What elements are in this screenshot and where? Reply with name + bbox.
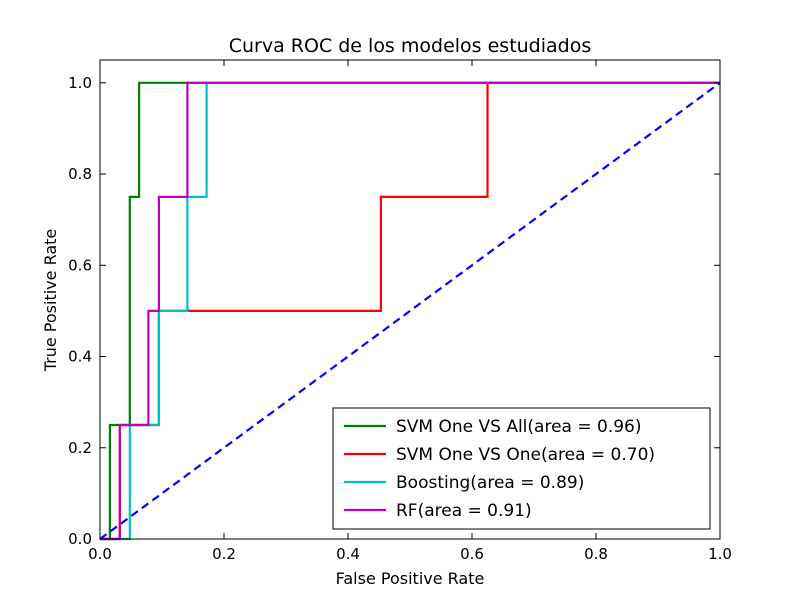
- legend-label-4: RF(area = 0.91): [396, 501, 532, 521]
- y-tick-label: 0.6: [68, 256, 92, 274]
- y-tick-label: 1.0: [68, 74, 92, 92]
- chart-title: Curva ROC de los modelos estudiados: [229, 35, 592, 57]
- y-tick-label: 0.8: [68, 165, 92, 183]
- series-line-1: [100, 81, 720, 541]
- x-tick-label: 0.4: [336, 545, 360, 563]
- legend: SVM One VS All(area = 0.96) SVM One VS On…: [332, 407, 711, 530]
- x-tick-label: 0.8: [584, 545, 608, 563]
- legend-label-3: Boosting(area = 0.89): [396, 473, 584, 493]
- y-axis-label: True Positive Rate: [41, 229, 60, 373]
- y-tick-label: 0.4: [68, 348, 92, 366]
- x-tick-label: 0.6: [460, 545, 484, 563]
- legend-box: [332, 407, 711, 530]
- y-tick-label: 0.0: [68, 530, 92, 548]
- reference-diagonal-line: [99, 81, 721, 540]
- y-tick-label: 0.2: [68, 439, 92, 457]
- x-tick-label: 0.0: [88, 545, 112, 563]
- legend-label-2: SVM One VS One(area = 0.70): [396, 445, 655, 465]
- plot-frame: [99, 59, 721, 540]
- series-line-4: [100, 81, 720, 541]
- x-axis-label: False Positive Rate: [336, 569, 485, 588]
- series-line-3: [100, 81, 720, 541]
- legend-label-1: SVM One VS All(area = 0.96): [396, 417, 642, 437]
- x-tick-label: 1.0: [708, 545, 732, 563]
- x-tick-label: 0.2: [212, 545, 236, 563]
